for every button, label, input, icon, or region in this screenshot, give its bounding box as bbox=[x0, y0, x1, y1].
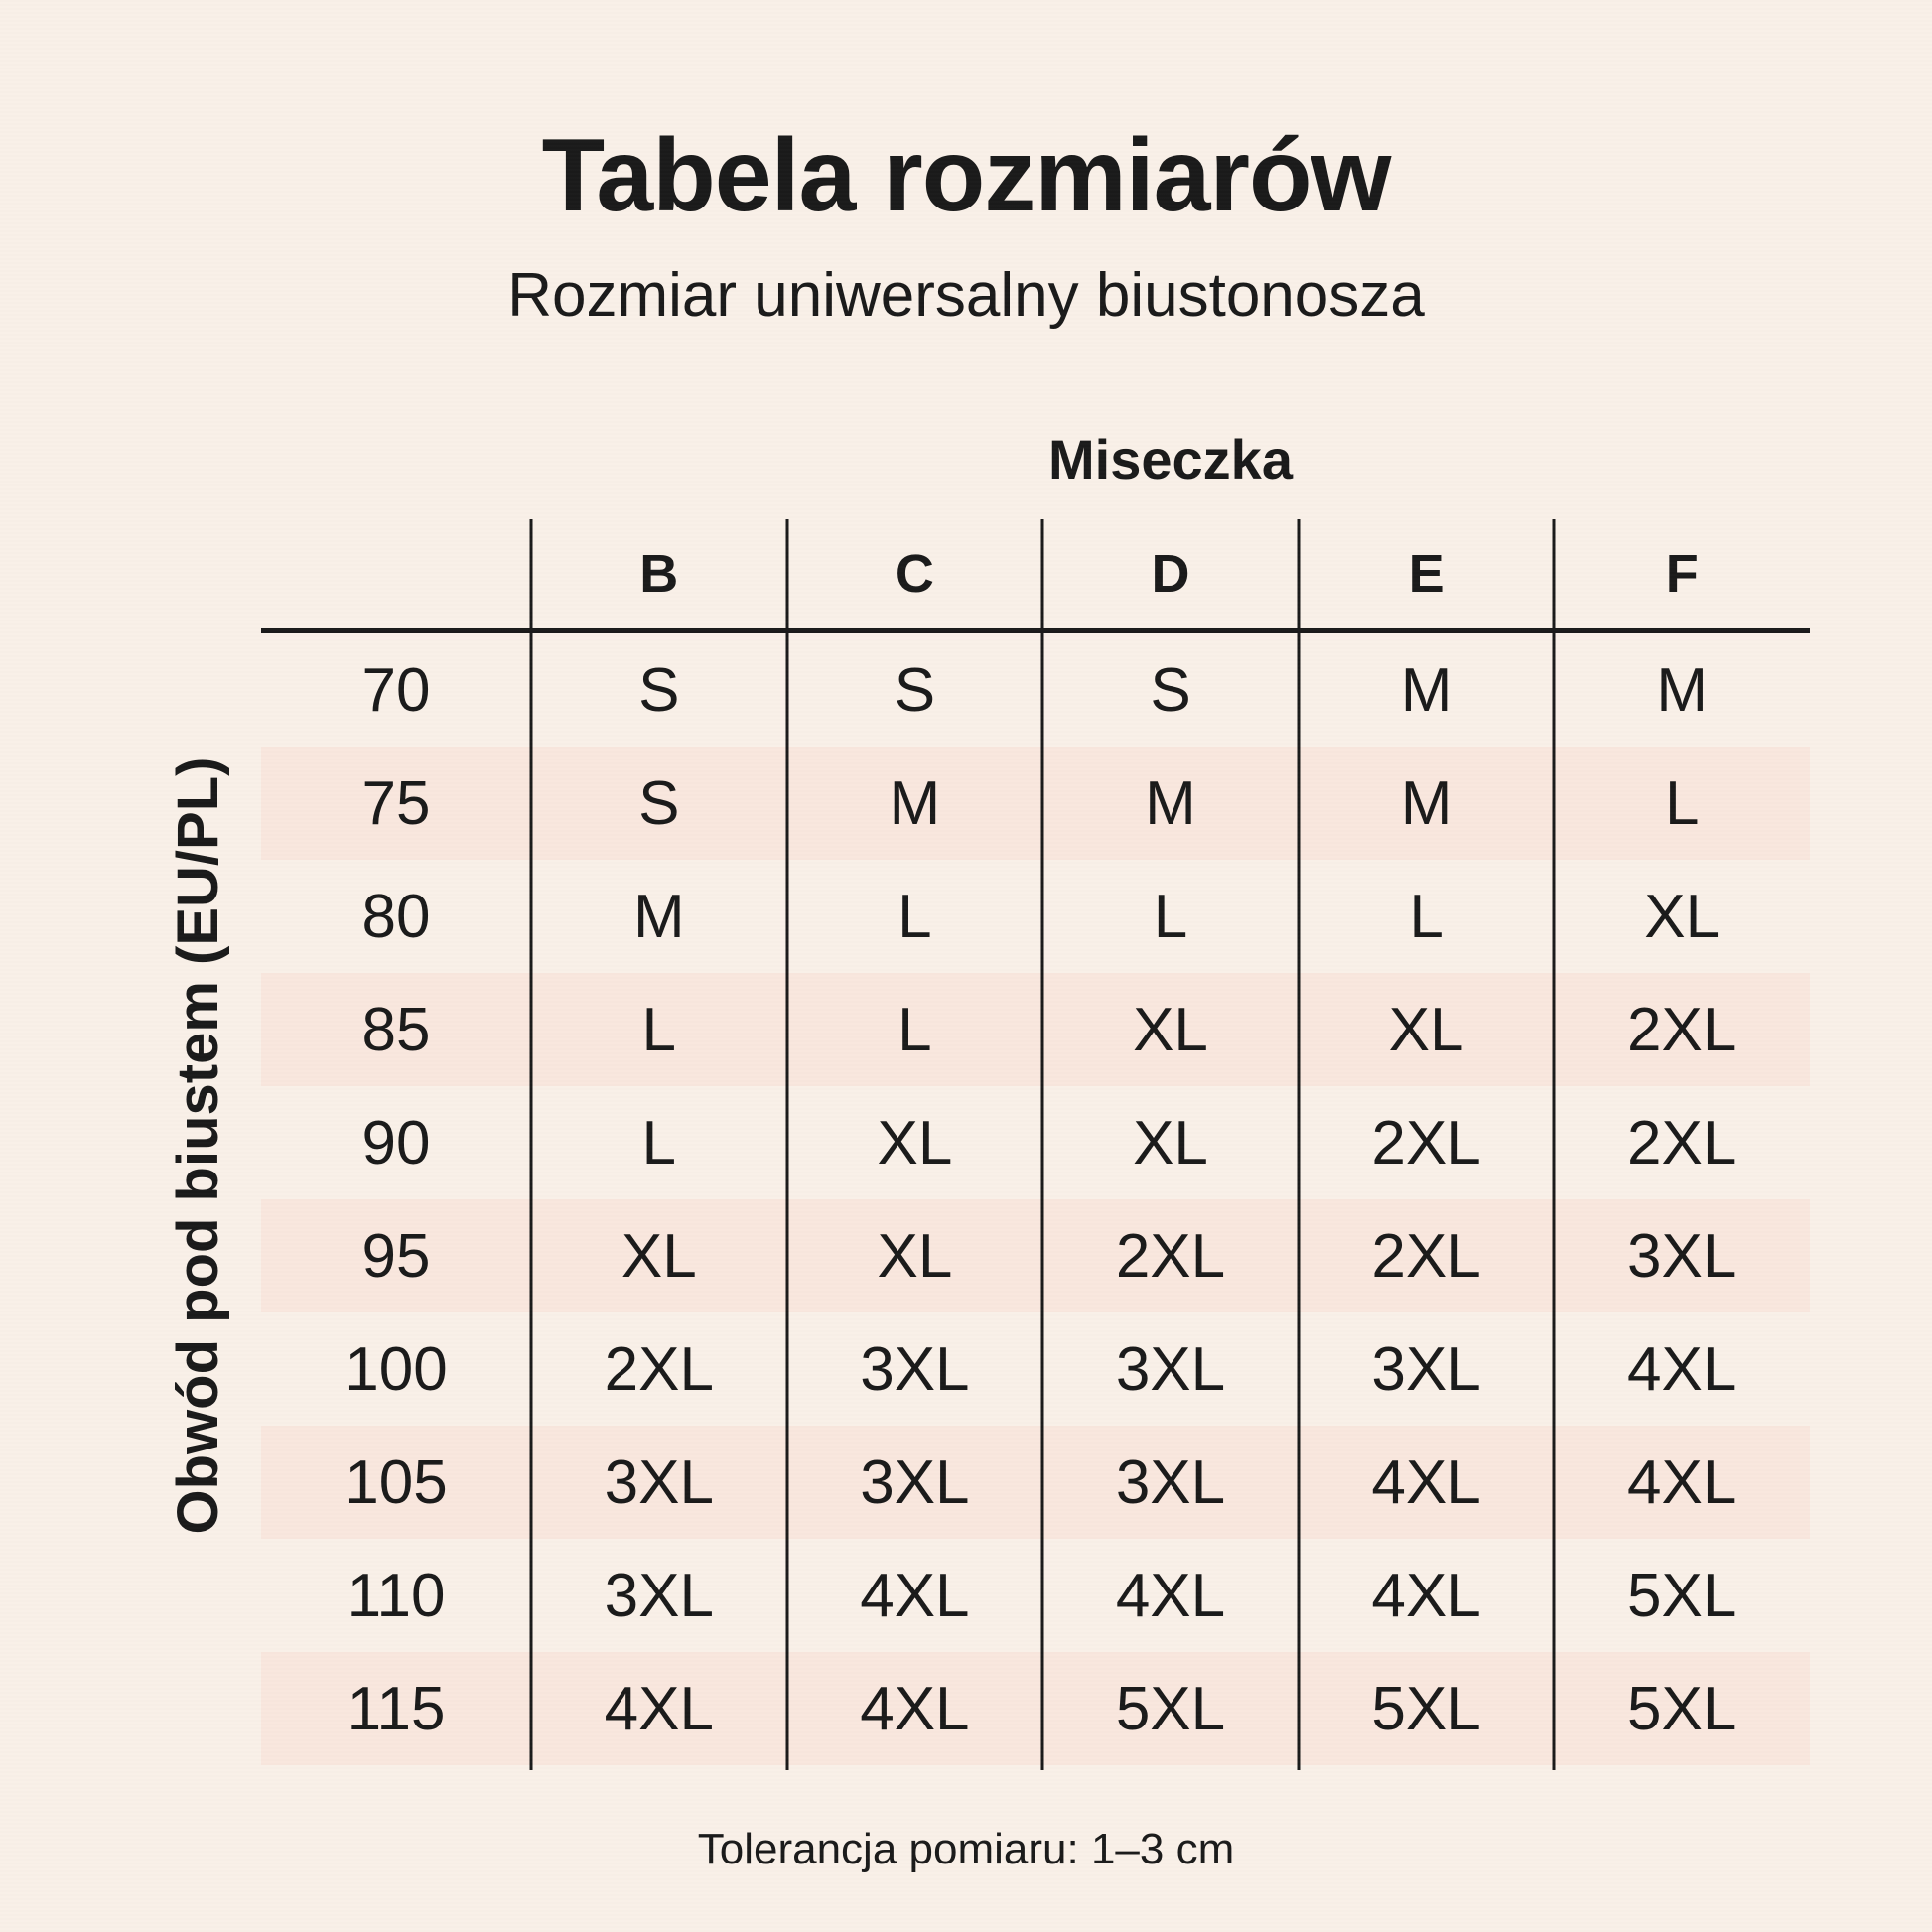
size-cell: XL bbox=[1133, 1108, 1208, 1177]
size-cell: S bbox=[638, 768, 680, 838]
size-cell: 4XL bbox=[604, 1674, 714, 1743]
column-header-b: B bbox=[639, 544, 679, 604]
table-row: 110 3XL 4XL 4XL 4XL 5XL bbox=[261, 1539, 1810, 1652]
size-cell: 3XL bbox=[1627, 1221, 1737, 1291]
size-table: B C D E F 70 S S S M M 75 S M M M L 80 M… bbox=[261, 519, 1810, 1770]
column-divider bbox=[1297, 519, 1301, 1770]
column-divider bbox=[1040, 519, 1044, 1770]
column-divider bbox=[529, 519, 533, 1770]
size-cell: M bbox=[1656, 655, 1709, 725]
table-header-row: B C D E F bbox=[261, 519, 1810, 633]
row-label: 75 bbox=[361, 768, 431, 838]
table-row: 115 4XL 4XL 5XL 5XL 5XL bbox=[261, 1652, 1810, 1765]
size-cell: 5XL bbox=[1371, 1674, 1481, 1743]
row-label: 70 bbox=[361, 655, 431, 725]
size-cell: 2XL bbox=[604, 1334, 714, 1404]
size-cell: 3XL bbox=[1115, 1448, 1226, 1517]
size-cell: 2XL bbox=[1371, 1221, 1481, 1291]
column-header-d: D bbox=[1151, 544, 1190, 604]
row-label: 110 bbox=[346, 1561, 446, 1630]
size-cell: 2XL bbox=[1627, 995, 1737, 1064]
size-cell: 4XL bbox=[1627, 1334, 1737, 1404]
size-cell: 3XL bbox=[604, 1561, 714, 1630]
table-row: 100 2XL 3XL 3XL 3XL 4XL bbox=[261, 1312, 1810, 1426]
table-row: 70 S S S M M bbox=[261, 633, 1810, 747]
size-cell: 5XL bbox=[1115, 1674, 1226, 1743]
size-cell: XL bbox=[877, 1221, 953, 1291]
column-divider bbox=[1552, 519, 1556, 1770]
size-cell: 4XL bbox=[860, 1674, 970, 1743]
size-cell: 4XL bbox=[860, 1561, 970, 1630]
column-group-label: Miseczka bbox=[1048, 428, 1293, 490]
size-cell: XL bbox=[877, 1108, 953, 1177]
size-cell: 4XL bbox=[1627, 1448, 1737, 1517]
row-label: 115 bbox=[346, 1674, 446, 1743]
size-cell: 5XL bbox=[1627, 1674, 1737, 1743]
size-cell: L bbox=[641, 1108, 677, 1177]
table-row: 95 XL XL 2XL 2XL 3XL bbox=[261, 1199, 1810, 1312]
size-cell: M bbox=[632, 882, 685, 951]
size-cell: L bbox=[1664, 768, 1700, 838]
page-subtitle: Rozmiar uniwersalny biustonosza bbox=[507, 261, 1425, 330]
row-label: 95 bbox=[361, 1221, 431, 1291]
size-cell: M bbox=[889, 768, 941, 838]
size-cell: 2XL bbox=[1627, 1108, 1737, 1177]
row-label: 90 bbox=[361, 1108, 431, 1177]
size-cell: M bbox=[1400, 655, 1452, 725]
column-header-e: E bbox=[1408, 544, 1445, 604]
table-row: 90 L XL XL 2XL 2XL bbox=[261, 1086, 1810, 1199]
size-cell: L bbox=[897, 882, 932, 951]
size-cell: XL bbox=[621, 1221, 697, 1291]
page-title: Tabela rozmiarów bbox=[541, 118, 1392, 233]
column-divider bbox=[785, 519, 789, 1770]
size-cell: XL bbox=[1133, 995, 1208, 1064]
row-label: 80 bbox=[361, 882, 431, 951]
size-cell: 4XL bbox=[1371, 1561, 1481, 1630]
size-cell: 3XL bbox=[604, 1448, 714, 1517]
size-cell: 3XL bbox=[860, 1448, 970, 1517]
table-row: 80 M L L L XL bbox=[261, 860, 1810, 973]
size-cell: 2XL bbox=[1115, 1221, 1226, 1291]
table-row: 75 S M M M L bbox=[261, 747, 1810, 860]
size-cell: 3XL bbox=[1115, 1334, 1226, 1404]
size-cell: 4XL bbox=[1115, 1561, 1226, 1630]
row-axis-label: Obwód pod biustem (EU/PL) bbox=[166, 757, 230, 1535]
size-cell: L bbox=[1153, 882, 1188, 951]
measurement-tolerance-note: Tolerancja pomiaru: 1–3 cm bbox=[697, 1825, 1235, 1873]
size-cell: 3XL bbox=[860, 1334, 970, 1404]
size-cell: M bbox=[1400, 768, 1452, 838]
size-cell: 3XL bbox=[1371, 1334, 1481, 1404]
size-cell: 2XL bbox=[1371, 1108, 1481, 1177]
size-cell: 5XL bbox=[1627, 1561, 1737, 1630]
size-cell: S bbox=[638, 655, 680, 725]
size-cell: M bbox=[1145, 768, 1196, 838]
table-row: 85 L L XL XL 2XL bbox=[261, 973, 1810, 1086]
size-cell: L bbox=[641, 995, 677, 1064]
size-cell: XL bbox=[1644, 882, 1721, 951]
table-row: 105 3XL 3XL 3XL 4XL 4XL bbox=[261, 1426, 1810, 1539]
size-cell: S bbox=[894, 655, 936, 725]
row-label: 105 bbox=[345, 1448, 448, 1517]
row-label: 85 bbox=[361, 995, 431, 1064]
row-label: 100 bbox=[345, 1334, 448, 1404]
column-header-c: C bbox=[895, 544, 934, 604]
size-cell: L bbox=[897, 995, 932, 1064]
size-cell: S bbox=[1150, 655, 1191, 725]
size-cell: XL bbox=[1388, 995, 1464, 1064]
size-cell: L bbox=[1409, 882, 1444, 951]
size-cell: 4XL bbox=[1371, 1448, 1481, 1517]
column-header-f: F bbox=[1665, 544, 1699, 604]
